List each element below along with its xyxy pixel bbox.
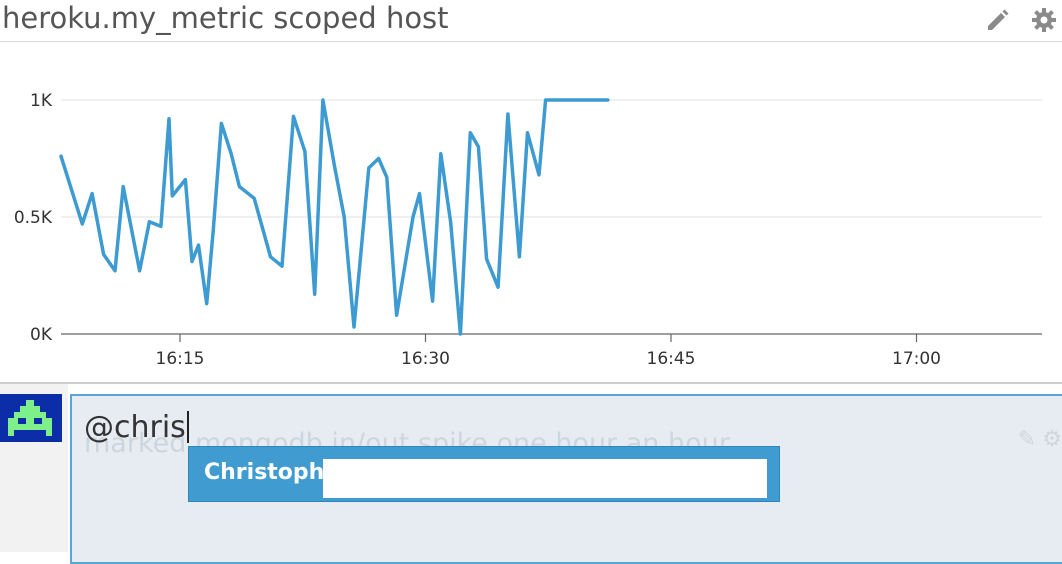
space-invader-icon: [0, 394, 62, 442]
comment-input-value: @chris: [84, 410, 186, 445]
x-tick-label: 16:45: [647, 349, 696, 369]
background-edit-icons: ✎ ⚙: [1018, 426, 1062, 452]
y-tick-label: 1K: [30, 91, 53, 111]
avatar-column: [0, 384, 68, 552]
x-tick-label: 16:15: [156, 349, 205, 369]
metric-line-chart: 0K 0.5K 1K 16:15 16:30 16:45 17:00: [0, 42, 1062, 380]
text-caret: [187, 411, 189, 443]
widget-header: heroku.my_metric scoped host: [0, 0, 1062, 42]
mention-suggestion-dropdown[interactable]: Christoph: [188, 446, 780, 502]
y-tick-label: 0K: [30, 325, 53, 345]
redacted-area: [323, 459, 767, 498]
widget-title: heroku.my_metric scoped host: [2, 1, 449, 35]
comment-input[interactable]: @chris: [84, 410, 189, 445]
pencil-icon[interactable]: [984, 6, 1012, 34]
y-tick-label: 0.5K: [14, 208, 53, 228]
mention-suggestion-item[interactable]: Christoph: [204, 460, 324, 485]
gear-icon[interactable]: [1030, 6, 1058, 34]
avatar: [0, 394, 62, 442]
x-tick-label: 17:00: [892, 349, 941, 369]
divider: [0, 382, 1062, 384]
x-tick-label: 16:30: [401, 349, 450, 369]
